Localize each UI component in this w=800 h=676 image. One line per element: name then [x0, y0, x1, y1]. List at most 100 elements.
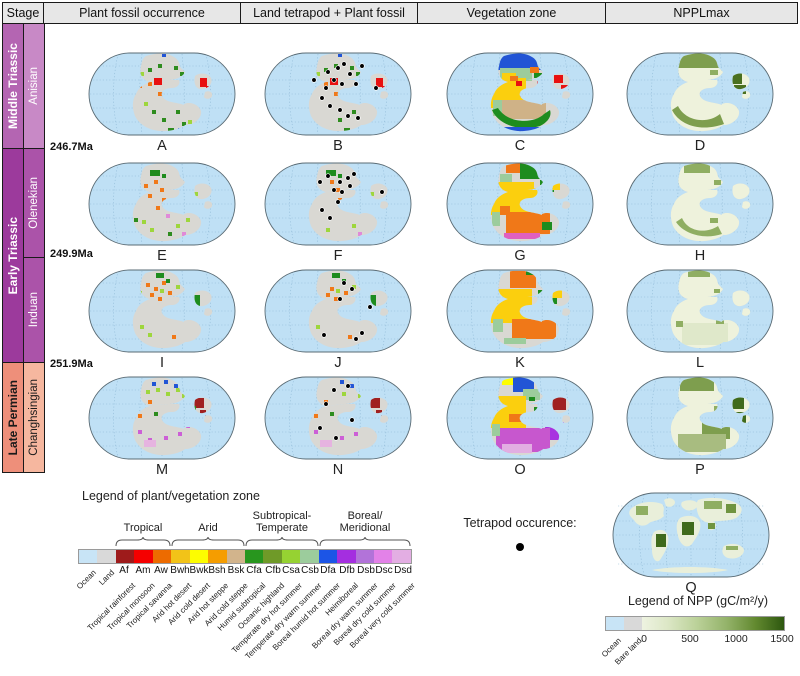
brace-tropical — [115, 536, 171, 547]
stage-label: Anisian — [28, 67, 40, 105]
code-cfa: Cfa — [246, 565, 262, 576]
panel-letter: O — [514, 462, 526, 478]
group-arid: Arid — [198, 522, 218, 534]
panel-letter: G — [514, 248, 526, 264]
panel-letter: J — [334, 355, 342, 371]
stage-anisian: Anisian — [23, 23, 45, 149]
npp-tick-0: 0 — [641, 633, 647, 645]
npp-colorbar — [605, 616, 785, 631]
swatch-dsc — [374, 550, 393, 563]
code-dsb: Dsb — [357, 565, 375, 576]
swatch-cfa — [244, 550, 264, 563]
age-249-9: 249.9Ma — [50, 248, 93, 260]
code-bwk: Bwk — [189, 565, 209, 576]
stage-changhsingian: Changhsingian — [23, 362, 45, 473]
npp-swatch-bare-land — [624, 617, 642, 630]
swatch-cfb — [263, 550, 282, 563]
map-tetrapod-plant-changhsingian — [264, 376, 412, 460]
map-plant-fossil-changhsingian — [88, 376, 236, 460]
panel-letter: D — [694, 138, 706, 154]
npp-gradient — [642, 617, 784, 630]
tetrapod-dots — [311, 61, 379, 121]
code-aw: Aw — [154, 565, 168, 576]
panel-letter: C — [514, 138, 526, 154]
npp-swatch-ocean — [606, 617, 624, 630]
code-af: Af — [119, 565, 129, 576]
swatch-dfb — [337, 550, 356, 563]
code-bwh: Bwh — [170, 565, 190, 576]
tetrapod-dots — [317, 383, 355, 441]
stage-label: Olenekian — [28, 177, 40, 229]
panel-letter: Q — [685, 580, 697, 596]
panel-j: J — [264, 269, 412, 371]
swatch-am — [134, 550, 153, 563]
stage-label: Changhsingian — [28, 379, 40, 456]
panel-letter: E — [157, 248, 167, 264]
map-npp-olenekian — [626, 162, 774, 246]
swatch-bsk — [226, 550, 245, 563]
map-plant-fossil-anisian — [88, 52, 236, 136]
npp-tick-500: 500 — [681, 633, 699, 645]
panel-f: F — [264, 162, 412, 264]
group-boreal-meridional: Boreal/ Meridional — [339, 510, 391, 534]
era-label: Middle Triassic — [6, 42, 20, 130]
map-npp-induan — [626, 269, 774, 353]
panel-q: Q — [612, 492, 770, 596]
panel-d: D — [626, 52, 774, 154]
group-tropical: Tropical — [123, 522, 163, 534]
swatch-aw — [152, 550, 172, 563]
stage-olenekian: Olenekian — [23, 148, 45, 258]
panel-k: K — [446, 269, 594, 371]
map-vegetation-olenekian — [446, 162, 594, 246]
panel-e: E — [88, 162, 236, 264]
panel-letter: P — [695, 462, 705, 478]
map-tetrapod-plant-anisian — [264, 52, 412, 136]
map-vegetation-anisian — [446, 52, 594, 136]
header-land-tetrapod: Land tetrapod + Plant fossil — [240, 2, 418, 24]
panel-letter: I — [159, 355, 165, 371]
code-csb: Csb — [301, 565, 319, 576]
panel-p: P — [626, 376, 774, 478]
era-late-permian: Late Permian — [2, 362, 24, 473]
group-subtropical-temperate: Subtropical- Temperate — [252, 510, 312, 534]
label-ocean: Ocean — [75, 568, 99, 592]
code-dfb: Dfb — [339, 565, 355, 576]
tetrapod-dots — [317, 171, 385, 221]
code-dsc: Dsc — [375, 565, 393, 576]
header-npplmax: NPPLmax — [605, 2, 798, 24]
map-plant-fossil-olenekian — [88, 162, 236, 246]
panel-o: O — [446, 376, 594, 478]
label-land: Land — [97, 568, 117, 587]
panel-m: M — [88, 376, 236, 478]
age-251-9: 251.9Ma — [50, 358, 93, 370]
code-am: Am — [135, 565, 151, 576]
code-cfb: Cfb — [265, 565, 281, 576]
code-dfa: Dfa — [320, 565, 336, 576]
panel-letter: A — [157, 138, 167, 154]
swatch-bsh — [208, 550, 227, 563]
panel-g: G — [446, 162, 594, 264]
npp-tick-1000: 1000 — [724, 633, 748, 645]
tetrapod-occurrence-label: Tetrapod occurence: — [463, 516, 577, 530]
header-stage: Stage — [2, 2, 44, 24]
header-vegetation-zone: Vegetation zone — [417, 2, 606, 24]
swatch-bwk — [189, 550, 209, 563]
panel-i: I — [88, 269, 236, 371]
panel-letter: H — [694, 248, 706, 264]
era-label: Late Permian — [6, 379, 20, 456]
tetrapod-dot — [516, 543, 524, 551]
panel-letter: F — [333, 248, 343, 264]
swatch-csa — [281, 550, 301, 563]
map-plant-fossil-induan — [88, 269, 236, 353]
panel-l: L — [626, 269, 774, 371]
tetrapod-dots — [321, 280, 373, 342]
era-label: Early Triassic — [6, 216, 20, 295]
panel-letter: K — [515, 355, 525, 371]
brace-boreal — [319, 536, 411, 547]
veg-legend-title: Legend of plant/vegetation zone — [82, 489, 260, 503]
panel-letter: B — [333, 138, 343, 154]
code-bsh: Bsh — [208, 565, 226, 576]
panel-h: H — [626, 162, 774, 264]
panel-letter: N — [332, 462, 344, 478]
